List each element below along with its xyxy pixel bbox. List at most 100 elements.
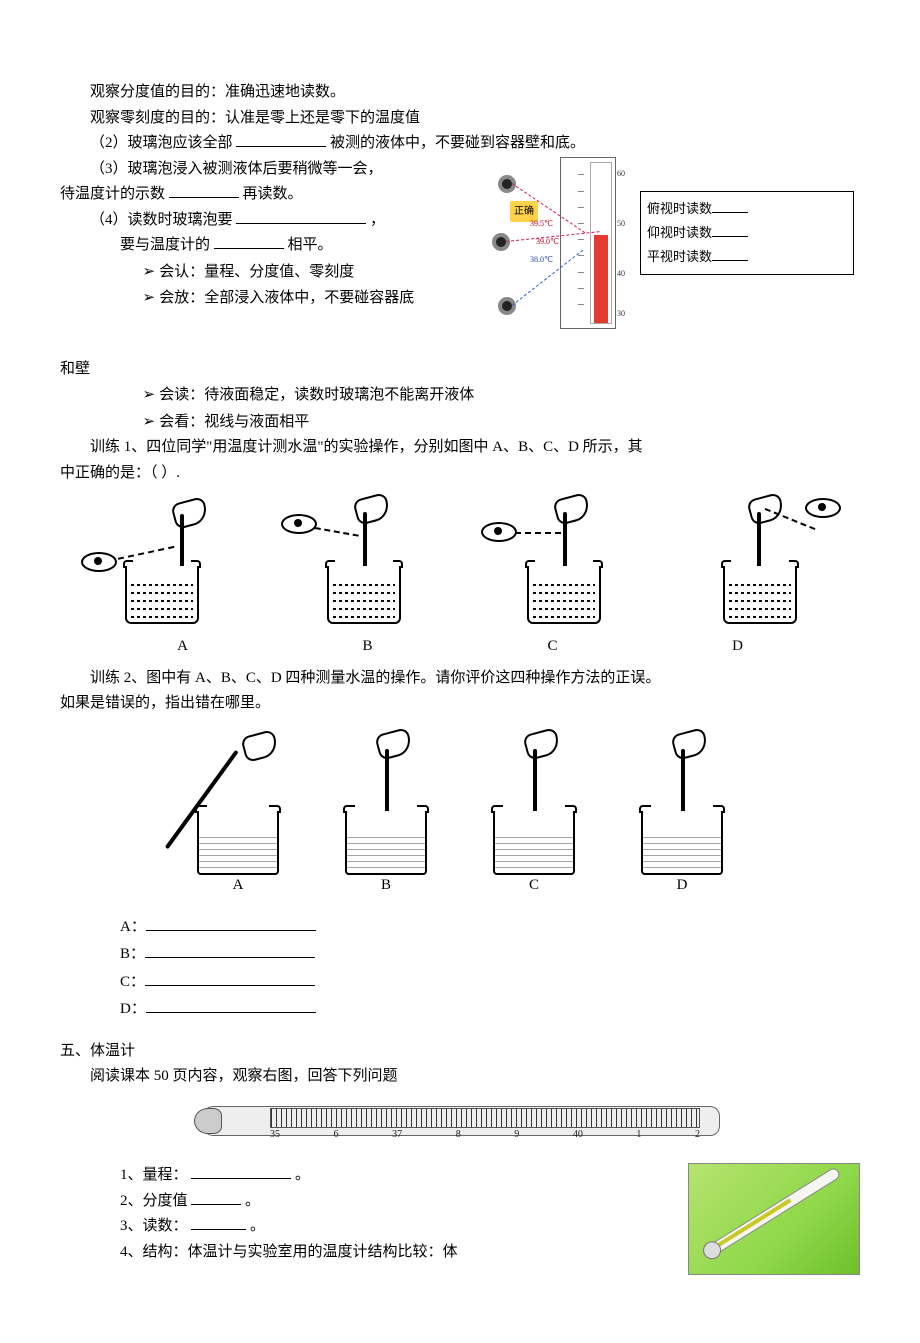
blank-ans-b [145, 942, 315, 958]
ex2-ans-b: B： [120, 942, 860, 968]
cn7: 2 [695, 1126, 700, 1143]
hand-icon [673, 731, 707, 757]
blank-read1 [236, 208, 366, 224]
q2-post: 。 [245, 1193, 260, 1209]
blank-read2 [214, 233, 284, 249]
reading-row-2: 仰视时读数 [647, 222, 847, 244]
intro-line5-post: 再读数。 [243, 186, 303, 202]
blank-r3 [712, 247, 748, 261]
top-left-text: （3）玻璃泡浸入被测液体后要稍微等一会， 待温度计的示数 再读数。 （4）读数时… [60, 157, 490, 312]
bullet-1-text: 会认：量程、分度值、零刻度 [159, 264, 354, 280]
ruler-lab-1: 50 [617, 217, 625, 231]
reading-r2-label: 仰视时读数 [647, 225, 712, 240]
intro-line6-pre: （4）读数时玻璃泡要 [90, 212, 233, 228]
bullet-4-text: 会看：视线与液面相平 [159, 414, 309, 430]
ex1-fig-a [85, 496, 235, 626]
reading-box: 俯视时读数 仰视时读数 平视时读数 [640, 191, 854, 275]
ex2-ans-c-lbl: C： [120, 974, 145, 990]
beaker-a2 [197, 811, 279, 875]
clinical-scale [270, 1108, 700, 1128]
ex2-ans-c: C： [120, 970, 860, 996]
intro-line6-post: ， [370, 212, 385, 228]
bullet-3-text: 会读：待液面稳定，读数时玻璃泡不能离开液体 [159, 387, 474, 403]
beaker-c [527, 566, 601, 624]
ex2-answers: A： B： C： D： [120, 915, 860, 1023]
clinical-tip [194, 1108, 222, 1134]
ruler-left [564, 162, 584, 324]
reading-row-3: 平视时读数 [647, 246, 847, 268]
beaker-d2 [641, 811, 723, 875]
bullet-3: ➢ 会读：待液面稳定，读数时玻璃泡不能离开液体 [143, 382, 861, 409]
cn2: 37 [392, 1126, 402, 1143]
blank-r2 [712, 223, 748, 237]
hand-icon [243, 733, 277, 759]
ex1-labels: A B C D [60, 630, 860, 660]
blank-q3 [191, 1214, 246, 1230]
q3-pre: 3、读数： [120, 1218, 188, 1234]
ex1-stem-a: 训练 1、四位同学"用温度计测水温"的实验操作，分别如图中 A、B、C、D 所示… [60, 435, 860, 461]
sight-diagram: 60 50 40 30 正确 39.5℃ 39.0℃ 38.0℃ [500, 157, 620, 337]
ex2-fig-a: A [173, 729, 303, 879]
cn5: 40 [573, 1126, 583, 1143]
ex2-fig-d: D [617, 729, 747, 879]
hand-icon [355, 496, 389, 522]
hand-icon [525, 731, 559, 757]
blank-ans-a [146, 915, 316, 931]
clinical-nums: 35 6 37 8 9 40 1 2 [270, 1126, 700, 1143]
ex2-fig-c: C [469, 729, 599, 879]
eye-icon [481, 522, 517, 542]
bullet-2-tail: 和壁 [60, 357, 860, 383]
beaker-b [327, 566, 401, 624]
blank-q2 [191, 1189, 241, 1205]
thermo-photo [688, 1163, 860, 1275]
intro-line3-pre: （2）玻璃泡应该全部 [90, 135, 233, 151]
intro-line3: （2）玻璃泡应该全部 被测的液体中，不要碰到容器壁和底。 [60, 131, 860, 157]
ruler-left-ticks [564, 162, 584, 324]
ex2-ans-d: D： [120, 997, 860, 1023]
sec5-body: 1、量程： 。 2、分度值 。 3、读数： 。 4、结构：体温计与实验室用的温度… [60, 1163, 860, 1283]
ex2-figs-wrap: A B C [60, 729, 860, 879]
intro-line7-pre: 要与温度计的 [120, 237, 210, 253]
reading-r1-label: 俯视时读数 [647, 201, 712, 216]
ex1-fig-b [285, 496, 435, 626]
sec5-sub: 阅读课本 50 页内容，观察右图，回答下列问题 [60, 1064, 860, 1090]
ruler-lab-0: 60 [617, 167, 625, 181]
cn6: 1 [636, 1126, 641, 1143]
ex2-la: A [173, 873, 303, 899]
blank-ans-d [146, 997, 316, 1013]
val-mid: 39.0℃ [536, 235, 559, 249]
hand-icon [377, 731, 411, 757]
intro-line4: （3）玻璃泡浸入被测液体后要稍微等一会， [60, 157, 490, 183]
ex2-stem-b: 如果是错误的，指出错在哪里。 [60, 691, 860, 717]
ex2-ans-d-lbl: D： [120, 1001, 146, 1017]
blank-q1 [191, 1163, 291, 1179]
ex1-figs [60, 496, 860, 626]
cn4: 9 [514, 1126, 519, 1143]
blank-immersed [236, 131, 326, 147]
intro-line2: 观察零刻度的目的：认准是零上还是零下的温度值 [60, 106, 860, 132]
ruler-lab-3: 30 [617, 307, 625, 321]
beaker-a [125, 566, 199, 624]
eye-icon [805, 498, 841, 518]
reading-row-1: 俯视时读数 [647, 198, 847, 220]
cn1: 6 [334, 1126, 339, 1143]
hand-icon [555, 496, 589, 522]
ex2-stem-a: 训练 2、图中有 A、B、C、D 四种测量水温的操作。请你评价这四种操作方法的正… [60, 666, 860, 692]
ex2-fig-b: B [321, 729, 451, 879]
ex1-lb: B [293, 634, 443, 660]
beaker-b2 [345, 811, 427, 875]
ruler-lab-2: 40 [617, 267, 625, 281]
reading-r3-label: 平视时读数 [647, 249, 712, 264]
q2-pre: 2、分度值 [120, 1193, 188, 1209]
thermo-rod-a [180, 514, 184, 574]
ex2-ans-a-lbl: A： [120, 919, 146, 935]
sec5-title: 五、体温计 [60, 1039, 860, 1065]
ex2-ans-a: A： [120, 915, 860, 941]
blank-r1 [712, 199, 748, 213]
cn0: 35 [270, 1126, 280, 1143]
mercury-column [594, 235, 608, 323]
blank-ans-c [145, 970, 315, 986]
bullet-2: ➢ 会放：全部浸入液体中，不要碰容器底 [143, 285, 491, 312]
blank-stable [169, 182, 239, 198]
intro-line7-post: 相平。 [288, 237, 333, 253]
